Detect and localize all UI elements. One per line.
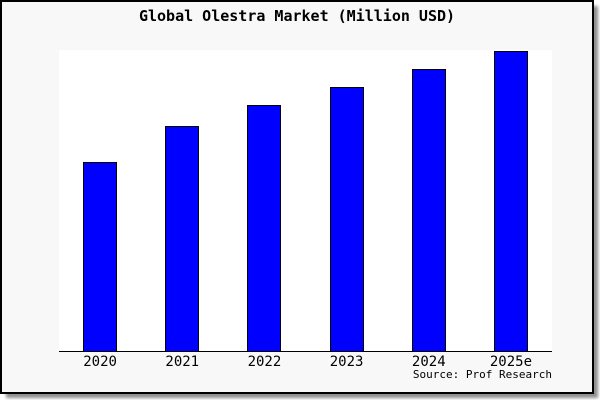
bar-slot-2023 (306, 50, 388, 351)
bar-2020 (83, 162, 118, 351)
bar-slot-2022 (223, 50, 305, 351)
bar-slot-2021 (141, 50, 223, 351)
x-tick-label-2024: 2024 (411, 354, 446, 370)
bars-container (59, 50, 552, 351)
bar-2024 (411, 69, 446, 351)
bar-2023 (329, 87, 364, 351)
chart-panel: Global Olestra Market (Million USD) 2020… (0, 0, 594, 394)
plot-area (59, 50, 552, 352)
bar-slot-2025e (470, 50, 552, 351)
x-tick-label-2022: 2022 (247, 354, 282, 370)
source-note: Source: Prof Research (412, 368, 552, 381)
bar-2022 (247, 105, 282, 351)
x-tick-label-2021: 2021 (165, 354, 200, 370)
bar-slot-2020 (59, 50, 141, 351)
chart-title: Global Olestra Market (Million USD) (138, 7, 456, 25)
x-tick-label-2020: 2020 (83, 354, 117, 370)
bar-2021 (165, 126, 200, 351)
x-axis-labels: 2020 2021 2022 2023 2024 2025e (59, 354, 552, 370)
bar-slot-2024 (388, 50, 470, 351)
bar-2025e (493, 51, 528, 351)
x-tick-label-2025e: 2025e (489, 354, 533, 370)
x-tick-label-2023: 2023 (329, 354, 364, 370)
